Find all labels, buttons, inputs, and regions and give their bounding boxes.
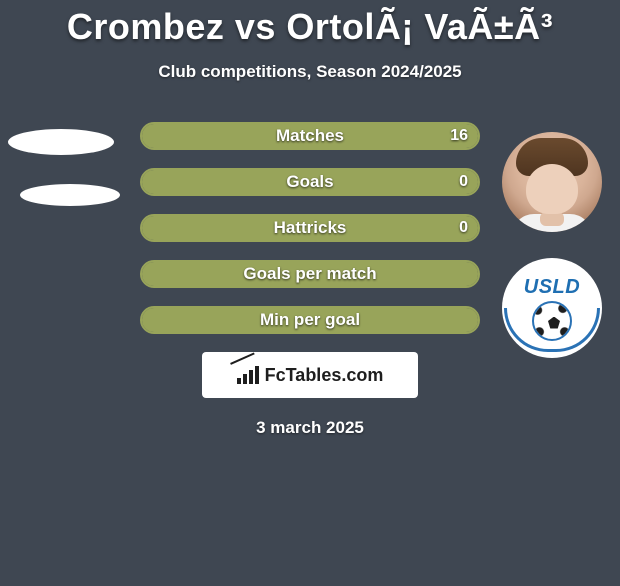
bar-chart-icon <box>237 366 259 384</box>
stat-row: Goals per match <box>140 260 480 288</box>
stat-label: Hattricks <box>274 218 347 238</box>
stat-label: Matches <box>276 126 344 146</box>
footer-logo[interactable]: FcTables.com <box>202 352 418 398</box>
stat-label: Min per goal <box>260 310 360 330</box>
stat-value-right: 0 <box>459 173 468 191</box>
footer-logo-text: FcTables.com <box>265 365 384 386</box>
stat-row: Hattricks 0 <box>140 214 480 242</box>
date-text: 3 march 2025 <box>0 418 620 438</box>
stat-label: Goals <box>286 172 333 192</box>
stats-comparison: Matches 16 Goals 0 Hattricks 0 Goals per match… <box>0 122 620 334</box>
stat-value-right: 16 <box>450 127 468 145</box>
stat-label: Goals per match <box>243 264 376 284</box>
stat-row: Goals 0 <box>140 168 480 196</box>
stat-row: Matches 16 <box>140 122 480 150</box>
page-subtitle: Club competitions, Season 2024/2025 <box>0 62 620 82</box>
stat-row: Min per goal <box>140 306 480 334</box>
stat-value-right: 0 <box>459 219 468 237</box>
page-title: Crombez vs OrtolÃ¡ VaÃ±Ã³ <box>0 6 620 48</box>
